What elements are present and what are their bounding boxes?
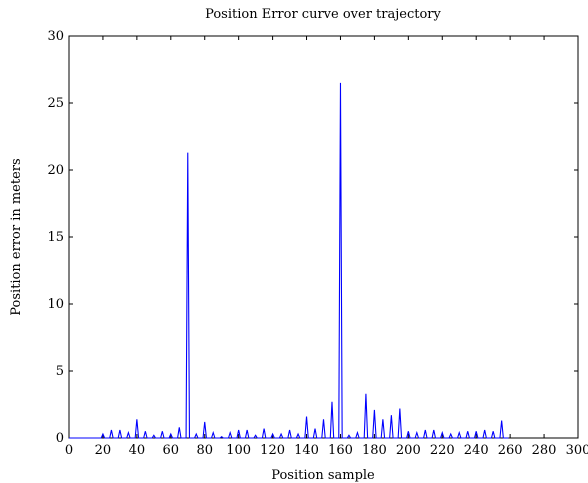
y-tick-label: 0 bbox=[56, 431, 64, 446]
x-tick-label: 40 bbox=[129, 443, 146, 458]
x-axis-label: Position sample bbox=[271, 468, 375, 483]
x-tick-label: 300 bbox=[566, 443, 588, 458]
x-tick-label: 140 bbox=[294, 443, 319, 458]
x-tick-label: 100 bbox=[226, 443, 251, 458]
y-tick-label: 15 bbox=[47, 230, 64, 245]
position-error-series-line bbox=[69, 82, 509, 439]
x-tick-label: 60 bbox=[163, 443, 180, 458]
y-tick-label: 20 bbox=[47, 163, 64, 178]
x-tick-label: 20 bbox=[95, 443, 112, 458]
y-tick-label: 5 bbox=[56, 364, 64, 379]
y-tick-label: 25 bbox=[47, 96, 64, 111]
x-tick-label: 240 bbox=[464, 443, 489, 458]
x-tick-label: 160 bbox=[328, 443, 353, 458]
x-tick-label: 260 bbox=[498, 443, 523, 458]
x-tick-label: 0 bbox=[65, 443, 73, 458]
x-tick-label: 120 bbox=[260, 443, 285, 458]
x-tick-label: 180 bbox=[362, 443, 387, 458]
y-tick-label: 30 bbox=[47, 29, 64, 44]
x-tick-label: 220 bbox=[430, 443, 455, 458]
y-axis-ticks: 0 5 10 15 20 25 30 bbox=[47, 29, 578, 446]
y-tick-label: 10 bbox=[47, 297, 64, 312]
x-tick-label: 80 bbox=[196, 443, 213, 458]
x-tick-label: 200 bbox=[396, 443, 421, 458]
y-axis-label: Position error in meters bbox=[9, 158, 24, 315]
x-axis-ticks: 0 20 40 60 80 100 120 140 160 180 200 220 240 260 280 3… bbox=[65, 36, 588, 458]
x-tick-label: 280 bbox=[532, 443, 557, 458]
series-group bbox=[69, 82, 509, 439]
chart-title: Position Error curve over trajectory bbox=[205, 7, 441, 22]
plot-frame bbox=[68, 35, 579, 439]
